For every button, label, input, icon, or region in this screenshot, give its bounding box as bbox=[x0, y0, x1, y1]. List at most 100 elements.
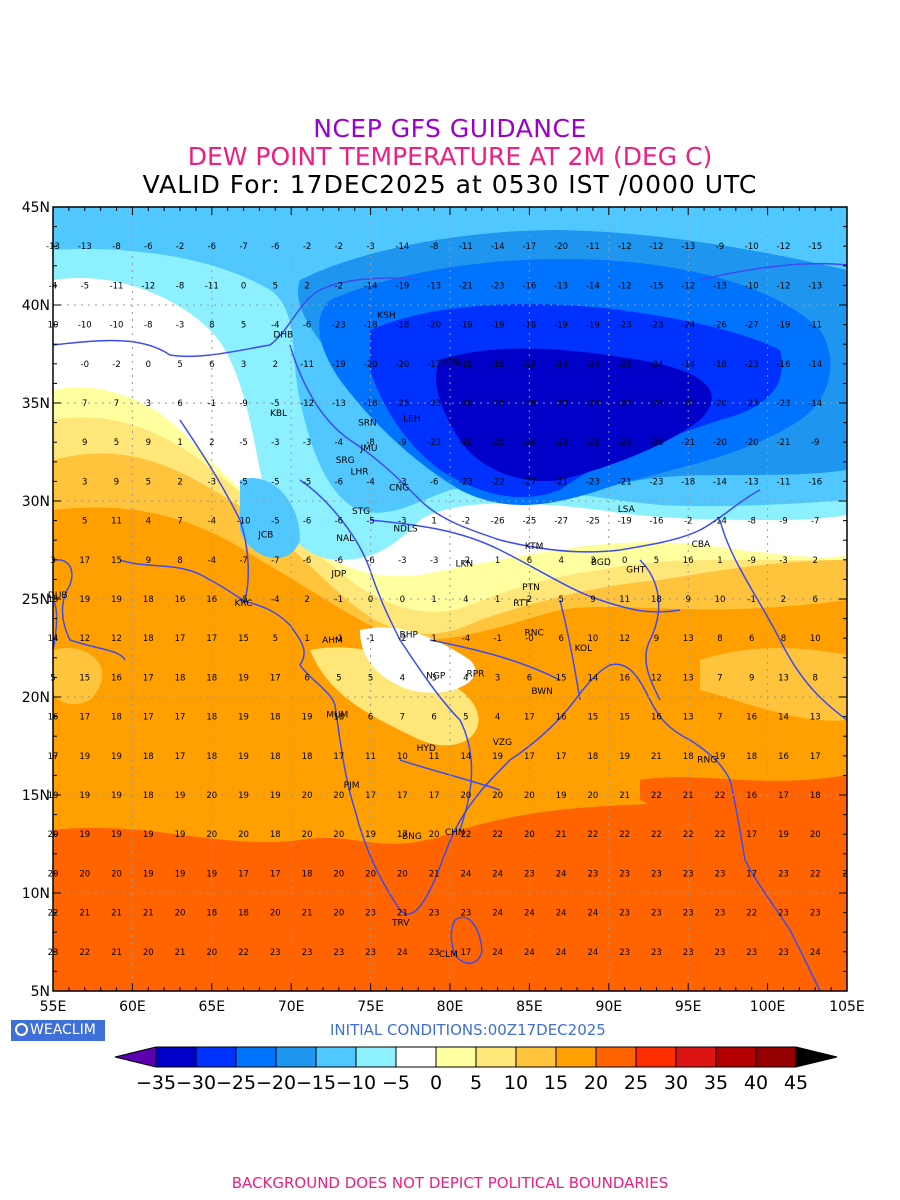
grid-value: -3 bbox=[303, 438, 311, 448]
grid-value: 20 bbox=[48, 869, 59, 879]
grid-value: -20 bbox=[745, 438, 759, 448]
grid-value: 19 bbox=[778, 830, 789, 840]
grid-value: -16 bbox=[649, 517, 663, 527]
grid-value: -27 bbox=[554, 517, 568, 527]
grid-value: -1 bbox=[366, 634, 374, 644]
grid-value: -25 bbox=[649, 399, 663, 409]
city-label: GHT bbox=[626, 566, 646, 576]
grid-value: 23 bbox=[810, 909, 821, 919]
grid-value: -11 bbox=[110, 281, 124, 291]
grid-value: -1 bbox=[335, 634, 343, 644]
grid-value: -18 bbox=[681, 477, 695, 487]
grid-value: -6 bbox=[430, 477, 438, 487]
grid-value: 24 bbox=[492, 948, 503, 958]
grid-value: 18 bbox=[270, 830, 281, 840]
grid-value: -20 bbox=[713, 399, 727, 409]
grid-value: 15 bbox=[48, 595, 59, 605]
grid-value: 20 bbox=[333, 830, 344, 840]
grid-value: 6 bbox=[813, 595, 818, 605]
grid-value: 22 bbox=[746, 909, 757, 919]
grid-value: -13 bbox=[46, 242, 60, 252]
grid-value: -18 bbox=[713, 360, 727, 370]
lon-label: 70E bbox=[278, 999, 305, 1015]
grid-value: -26 bbox=[713, 321, 727, 331]
grid-value: -13 bbox=[554, 281, 568, 291]
grid-value: 23 bbox=[715, 869, 726, 879]
grid-value: -10 bbox=[745, 281, 759, 291]
grid-value: 2 bbox=[209, 438, 214, 448]
grid-value: 9 bbox=[146, 438, 151, 448]
grid-value: 21 bbox=[111, 948, 122, 958]
grid-value: 21 bbox=[556, 830, 567, 840]
grid-value: 16 bbox=[778, 752, 789, 762]
grid-value: 4 bbox=[400, 673, 405, 683]
grid-value: 12 bbox=[79, 634, 90, 644]
grid-value: -8 bbox=[366, 438, 374, 448]
grid-value: 23 bbox=[651, 948, 662, 958]
grid-value: 9 bbox=[590, 595, 595, 605]
city-label: NAL bbox=[336, 534, 354, 544]
grid-value: 19 bbox=[238, 673, 249, 683]
grid-value: 1 bbox=[431, 634, 436, 644]
grid-value: -3 bbox=[430, 556, 438, 566]
grid-value: 20 bbox=[492, 791, 503, 801]
grid-value: -11 bbox=[586, 242, 600, 252]
grid-value: 20 bbox=[48, 830, 59, 840]
grid-value: -6 bbox=[335, 556, 343, 566]
colorbar-box bbox=[355, 1046, 397, 1068]
city-label: HYD bbox=[417, 744, 436, 754]
lon-label: 95E bbox=[675, 999, 702, 1015]
grid-value: 8 bbox=[781, 634, 786, 644]
grid-value: 24 bbox=[556, 909, 567, 919]
grid-value: 2 bbox=[304, 281, 309, 291]
grid-value: 20 bbox=[460, 791, 471, 801]
grid-value: 24 bbox=[492, 869, 503, 879]
grid-value: -23 bbox=[649, 477, 663, 487]
grid-value: -24 bbox=[681, 321, 695, 331]
grid-value: 19 bbox=[206, 869, 217, 879]
colorbar-label: 25 bbox=[624, 1072, 648, 1094]
grid-value: 16 bbox=[206, 595, 217, 605]
grid-value: 11 bbox=[619, 595, 630, 605]
grid-value: 24 bbox=[810, 948, 821, 958]
grid-value: 16 bbox=[556, 713, 567, 723]
grid-value: 15 bbox=[111, 556, 122, 566]
grid-value: 18 bbox=[270, 713, 281, 723]
grid-value: -1 bbox=[493, 634, 501, 644]
grid-value: -23 bbox=[745, 399, 759, 409]
city-label: CHN bbox=[445, 828, 465, 838]
grid-value: 5 bbox=[241, 321, 246, 331]
colorbar-label: −35 bbox=[136, 1072, 176, 1094]
colorbar-label: −25 bbox=[216, 1072, 256, 1094]
grid-value: -2 bbox=[335, 242, 343, 252]
grid-value: 21 bbox=[111, 909, 122, 919]
grid-value: 19 bbox=[238, 713, 249, 723]
grid-value: 18 bbox=[175, 673, 186, 683]
grid-value: 20 bbox=[333, 909, 344, 919]
grid-value: 21 bbox=[302, 909, 313, 919]
state-boundary bbox=[429, 639, 561, 681]
fill-light-orange-east bbox=[700, 648, 847, 721]
grid-value: 17 bbox=[365, 791, 376, 801]
fill-yellow-deccan bbox=[310, 647, 479, 746]
grid-value: -13 bbox=[745, 477, 759, 487]
colorbar-box bbox=[475, 1046, 517, 1068]
state-boundary bbox=[369, 519, 681, 613]
grid-value: 6 bbox=[558, 634, 563, 644]
grid-value: 19 bbox=[79, 791, 90, 801]
grid-value: 5 bbox=[177, 360, 182, 370]
grid-value: -15 bbox=[808, 242, 822, 252]
lon-label: 80E bbox=[437, 999, 464, 1015]
city-label: AHM bbox=[322, 636, 343, 646]
colorbar-label: −30 bbox=[176, 1072, 216, 1094]
grid-value: 24 bbox=[588, 909, 599, 919]
grid-value: 5 bbox=[82, 517, 87, 527]
colorbar-box bbox=[395, 1046, 437, 1068]
grid-value: 18 bbox=[111, 713, 122, 723]
grid-value: -13 bbox=[78, 242, 92, 252]
grid-value: 17 bbox=[778, 791, 789, 801]
grid-value: -23 bbox=[618, 321, 632, 331]
grid-value: -23 bbox=[745, 360, 759, 370]
grid-value: 22 bbox=[715, 791, 726, 801]
grid-value: -19 bbox=[491, 321, 505, 331]
